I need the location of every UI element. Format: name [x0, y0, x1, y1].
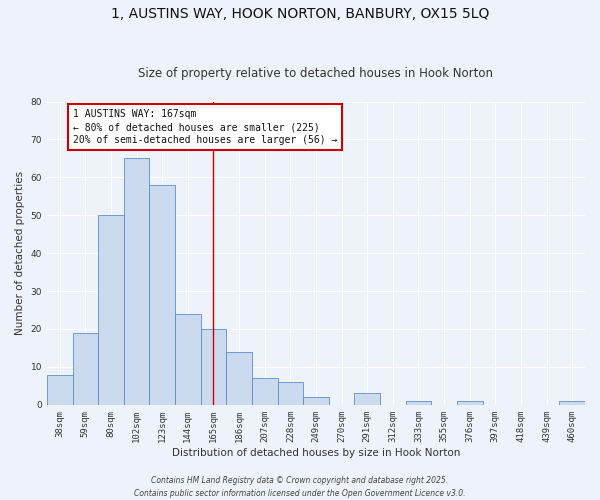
- Bar: [226, 352, 252, 405]
- X-axis label: Distribution of detached houses by size in Hook Norton: Distribution of detached houses by size …: [172, 448, 460, 458]
- Bar: [355, 394, 380, 405]
- Y-axis label: Number of detached properties: Number of detached properties: [15, 171, 25, 335]
- Bar: [200, 329, 226, 405]
- Bar: [303, 397, 329, 405]
- Bar: [98, 215, 124, 405]
- Bar: [73, 333, 98, 405]
- Bar: [278, 382, 303, 405]
- Text: 1, AUSTINS WAY, HOOK NORTON, BANBURY, OX15 5LQ: 1, AUSTINS WAY, HOOK NORTON, BANBURY, OX…: [111, 8, 489, 22]
- Bar: [47, 374, 73, 405]
- Bar: [149, 185, 175, 405]
- Bar: [406, 401, 431, 405]
- Bar: [252, 378, 278, 405]
- Bar: [559, 401, 585, 405]
- Bar: [457, 401, 482, 405]
- Bar: [124, 158, 149, 405]
- Bar: [175, 314, 200, 405]
- Title: Size of property relative to detached houses in Hook Norton: Size of property relative to detached ho…: [139, 66, 493, 80]
- Text: Contains HM Land Registry data © Crown copyright and database right 2025.
Contai: Contains HM Land Registry data © Crown c…: [134, 476, 466, 498]
- Text: 1 AUSTINS WAY: 167sqm
← 80% of detached houses are smaller (225)
20% of semi-det: 1 AUSTINS WAY: 167sqm ← 80% of detached …: [73, 109, 337, 146]
